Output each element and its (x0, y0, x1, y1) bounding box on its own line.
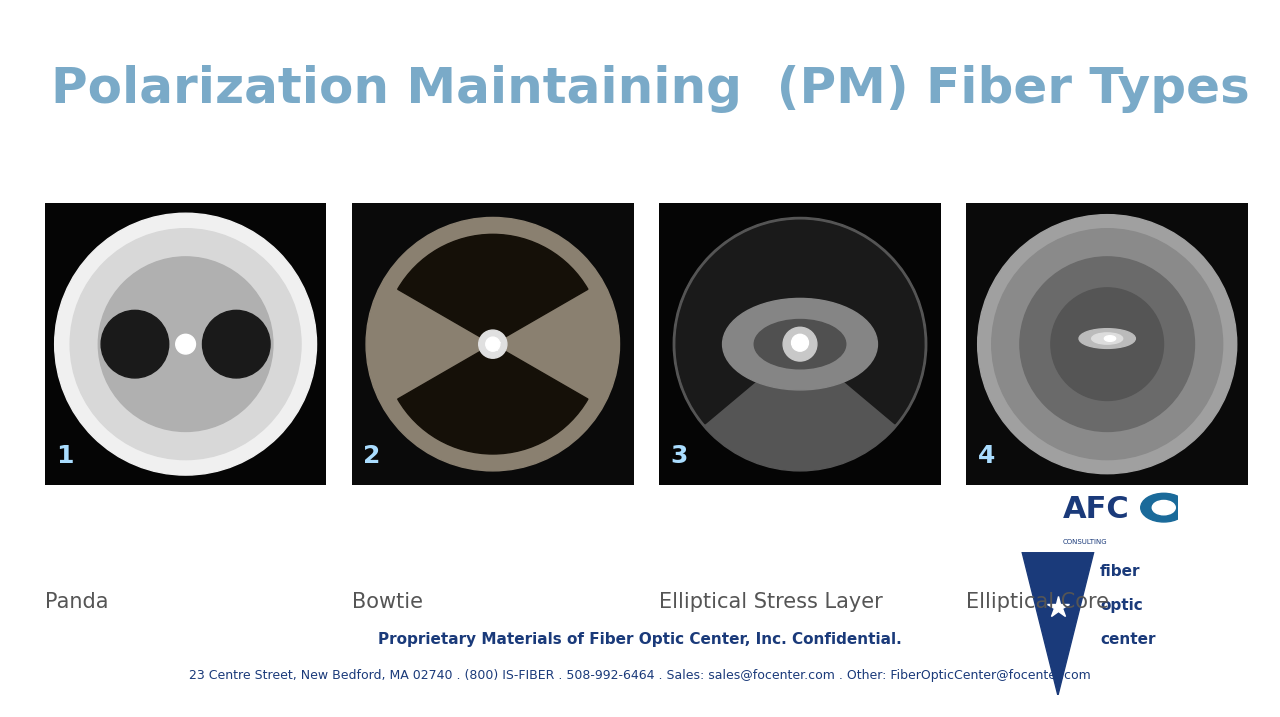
Text: fiber: fiber (1100, 564, 1140, 579)
Ellipse shape (754, 320, 846, 369)
Circle shape (486, 337, 500, 351)
Ellipse shape (1105, 336, 1116, 341)
Wedge shape (398, 344, 588, 454)
Text: 3: 3 (671, 444, 687, 468)
Circle shape (978, 214, 1236, 474)
Polygon shape (1023, 552, 1093, 695)
Text: Polarization Maintaining  (PM) Fiber Types: Polarization Maintaining (PM) Fiber Type… (51, 65, 1251, 113)
Wedge shape (676, 220, 924, 424)
Text: CONSULTING: CONSULTING (1062, 539, 1107, 545)
Text: AFC: AFC (1062, 495, 1129, 523)
Circle shape (175, 334, 196, 354)
Ellipse shape (723, 298, 878, 390)
Circle shape (202, 310, 270, 378)
Circle shape (673, 217, 927, 471)
Circle shape (55, 213, 316, 475)
Circle shape (70, 229, 301, 460)
Text: 4: 4 (978, 444, 995, 468)
Circle shape (183, 338, 191, 347)
Circle shape (1020, 257, 1194, 432)
Text: Elliptical Core: Elliptical Core (966, 592, 1110, 612)
Text: 1: 1 (56, 444, 73, 468)
Text: 2: 2 (364, 444, 380, 468)
Text: Elliptical Stress Layer: Elliptical Stress Layer (659, 592, 883, 612)
Circle shape (1152, 500, 1175, 515)
Text: Panda: Panda (45, 592, 109, 612)
Text: optic: optic (1100, 598, 1143, 613)
Circle shape (992, 229, 1222, 460)
Circle shape (783, 327, 817, 361)
Circle shape (366, 217, 620, 471)
Circle shape (1051, 288, 1164, 401)
Text: Bowtie: Bowtie (352, 592, 422, 612)
Ellipse shape (1079, 328, 1135, 348)
Text: Proprietary Materials of Fiber Optic Center, Inc. Confidential.: Proprietary Materials of Fiber Optic Cen… (378, 632, 902, 647)
Circle shape (1140, 493, 1187, 522)
Text: center: center (1100, 632, 1156, 647)
Circle shape (101, 310, 169, 378)
Ellipse shape (1092, 333, 1123, 344)
Circle shape (479, 330, 507, 358)
Text: 23 Centre Street, New Bedford, MA 02740 . (800) IS-FIBER . 508-992-6464 . Sales:: 23 Centre Street, New Bedford, MA 02740 … (189, 669, 1091, 682)
Circle shape (99, 257, 273, 432)
Wedge shape (398, 234, 588, 344)
Circle shape (791, 334, 809, 351)
